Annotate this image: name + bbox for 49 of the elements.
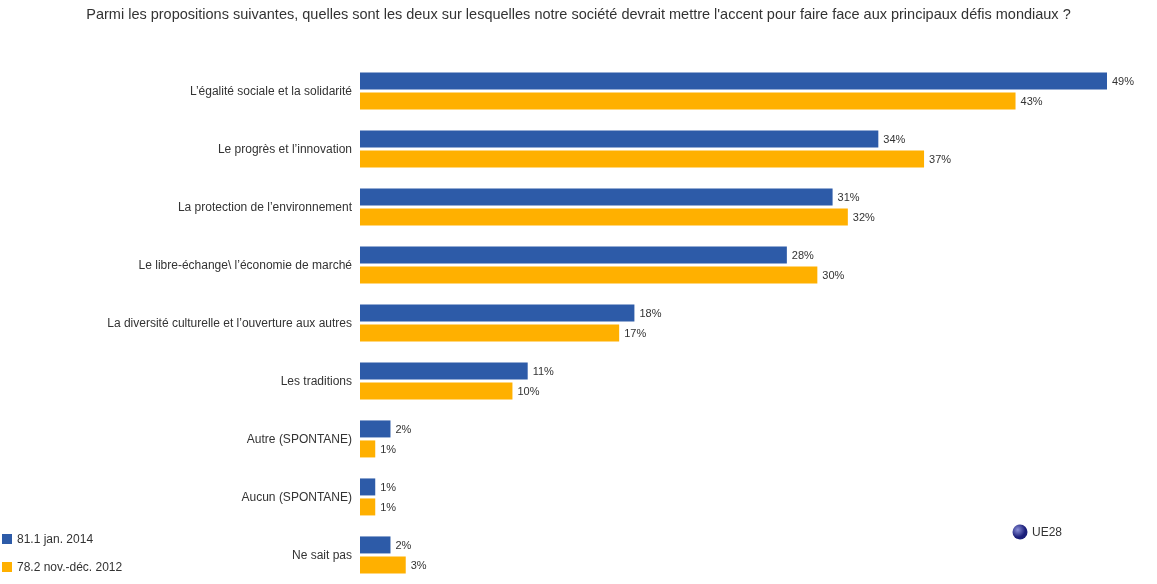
y-tick-label: Le libre-échange\ l’économie de marché [138,258,353,273]
data-label: 1% [380,480,397,493]
data-label: 10% [517,384,540,397]
bar [360,440,376,458]
data-label: 18% [639,306,662,319]
y-tick-label: La protection de l’environnement [177,200,353,215]
bar [360,420,391,438]
data-label: 49% [1112,74,1135,87]
bar [360,382,513,400]
bar [360,246,787,264]
data-label: 17% [624,326,647,339]
bar [360,304,635,322]
bar [360,92,1016,110]
bar [360,130,879,148]
y-tick-label: Autre (SPONTANE) [246,432,352,447]
chart-title: Parmi les propositions suivantes, quelles sont les deux sur lesquelles notre société devrait mettre l'accent pour faire face aux principaux défis mondiaux ? [85,5,1072,24]
y-tick-label: Ne sait pas [291,548,352,563]
bar [360,324,620,342]
bar [360,150,925,168]
data-label: 43% [1020,94,1043,107]
bar [360,362,528,380]
bar [360,536,391,554]
data-label: 30% [822,268,845,281]
bar [360,556,406,574]
data-label: 37% [929,152,952,165]
annotation: UE28 [1032,525,1063,539]
data-label: 32% [852,210,876,223]
data-label: 2% [395,538,412,551]
bar [360,478,376,496]
bar [360,188,833,206]
bar [360,266,818,284]
data-label: 28% [791,248,815,261]
data-label: 3% [410,558,427,571]
data-label: 1% [380,442,397,455]
legend-label: 78.2 nov.-déc. 2012 [17,560,123,574]
bar [360,498,376,516]
data-label: 11% [532,364,555,377]
y-tick-label: La diversité culturelle et l’ouverture aux autres [107,316,352,331]
data-label: 34% [883,132,906,145]
data-label: 31% [837,190,860,203]
data-label: 2% [395,422,412,435]
y-tick-label: Le progrès et l’innovation [217,142,352,157]
y-tick-label: Aucun (SPONTANE) [241,490,352,505]
legend-label: 81.1 jan. 2014 [17,532,94,546]
y-tick-label: L’égalité sociale et la solidarité [189,84,353,99]
y-tick-label: Les traditions [280,374,352,389]
data-label: 1% [380,500,397,513]
bar [360,208,848,226]
bar [360,72,1107,90]
